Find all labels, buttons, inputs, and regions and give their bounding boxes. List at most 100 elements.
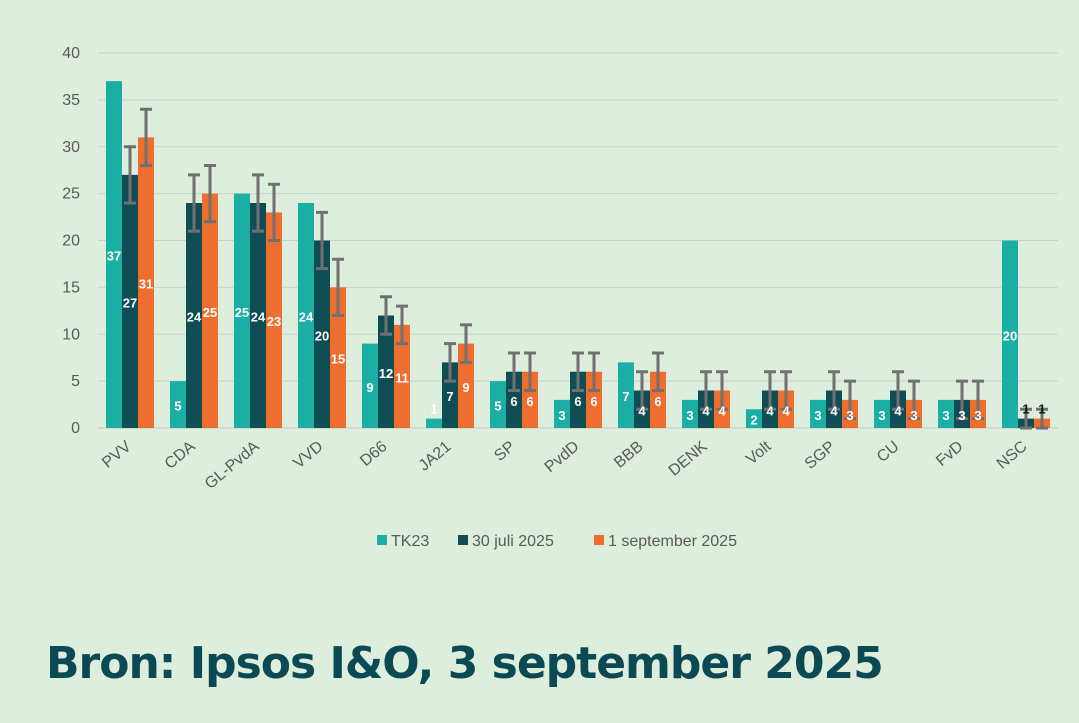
bar: [458, 343, 474, 428]
bar: [138, 137, 154, 428]
bar: [170, 381, 186, 428]
data-label: 4: [782, 403, 790, 418]
y-tick-label: 30: [62, 139, 80, 156]
x-tick-label: SGP: [802, 438, 839, 473]
bar: [106, 81, 122, 428]
data-label: 31: [139, 277, 153, 292]
x-tick-label: BBB: [611, 438, 646, 472]
bar: [362, 343, 378, 428]
legend-label: 30 juli 2025: [472, 533, 554, 550]
x-tick-label: JA21: [416, 438, 455, 475]
bar: [234, 193, 250, 428]
data-label: 20: [1003, 328, 1017, 343]
data-label: 4: [638, 403, 646, 418]
x-tick-label: VVD: [290, 438, 326, 472]
data-label: 4: [718, 403, 726, 418]
y-tick-label: 35: [62, 92, 80, 109]
data-label: 24: [251, 310, 266, 325]
bar: [522, 371, 538, 428]
data-label: 4: [702, 403, 710, 418]
bar: [122, 174, 138, 428]
bar: [650, 371, 666, 428]
data-label: 6: [574, 394, 581, 409]
data-label: 7: [622, 389, 629, 404]
bar: [1002, 240, 1018, 428]
error-bars: [124, 107, 1048, 430]
y-tick-label: 40: [62, 45, 80, 62]
data-label: 4: [894, 403, 902, 418]
legend-swatch: [458, 535, 468, 545]
bar: [298, 203, 314, 428]
data-label: 1: [1022, 402, 1029, 417]
data-label: 24: [187, 310, 202, 325]
data-label: 27: [123, 295, 137, 310]
bar: [746, 409, 762, 428]
source-caption: Bron: Ipsos I&O, 3 september 2025: [46, 638, 884, 689]
bar: [202, 193, 218, 428]
data-label: 6: [526, 394, 533, 409]
data-label: 24: [299, 310, 314, 325]
y-tick-label: 0: [71, 420, 80, 437]
data-label: 6: [510, 394, 517, 409]
data-label: 3: [958, 408, 965, 423]
data-label: 3: [942, 408, 949, 423]
x-tick-label: SP: [491, 438, 518, 465]
legend-label: 1 september 2025: [608, 533, 737, 550]
x-tick-label: D66: [357, 438, 390, 470]
data-label: 15: [331, 352, 345, 367]
data-label: 2: [750, 413, 757, 428]
data-label: 9: [366, 380, 373, 395]
data-label: 6: [590, 394, 597, 409]
y-tick-label: 15: [62, 279, 80, 296]
data-label: 3: [910, 408, 917, 423]
bar: [570, 371, 586, 428]
data-label: 25: [235, 305, 249, 320]
bar: [250, 203, 266, 428]
bar: [938, 399, 954, 428]
data-label: 5: [174, 399, 181, 414]
data-label: 3: [686, 408, 693, 423]
bar: [186, 203, 202, 428]
bar: [682, 399, 698, 428]
y-tick-label: 10: [62, 326, 80, 343]
legend-swatch: [377, 535, 387, 545]
data-label: 4: [830, 403, 838, 418]
data-label: 3: [846, 408, 853, 423]
data-label: 5: [494, 399, 501, 414]
data-label: 1: [430, 402, 437, 417]
x-tick-label: PvdD: [542, 438, 583, 476]
legend-label: TK23: [391, 533, 429, 550]
x-tick-label: FvD: [933, 438, 966, 470]
data-label: 37: [107, 249, 121, 264]
data-label: 9: [462, 380, 469, 395]
y-axis-ticks: 0 5 10 15 20 25 30 35 40: [62, 45, 80, 437]
bar: [394, 324, 410, 428]
y-tick-label: 5: [71, 373, 80, 390]
data-label: 3: [974, 408, 981, 423]
data-label: 1: [1038, 402, 1045, 417]
x-tick-label: NSC: [994, 438, 1031, 473]
y-tick-label: 20: [62, 233, 80, 250]
x-tick-label: GL-PvdA: [202, 438, 263, 493]
legend-swatch: [594, 535, 604, 545]
legend: TK23 30 juli 2025 1 september 2025: [377, 533, 737, 550]
data-label: 11: [395, 370, 409, 385]
bar: [874, 399, 890, 428]
bar: [618, 362, 634, 428]
data-label: 4: [766, 403, 774, 418]
data-label: 6: [654, 394, 661, 409]
data-label: 20: [315, 328, 329, 343]
x-tick-label: PVV: [99, 438, 135, 472]
data-label: 7: [446, 389, 453, 404]
data-label: 3: [558, 408, 565, 423]
data-label: 3: [814, 408, 821, 423]
y-tick-label: 25: [62, 186, 80, 203]
bar: [378, 315, 394, 428]
data-label: 25: [203, 305, 217, 320]
bar: [330, 287, 346, 428]
bar: [266, 212, 282, 428]
data-label: 23: [267, 314, 281, 329]
data-label: 3: [878, 408, 885, 423]
